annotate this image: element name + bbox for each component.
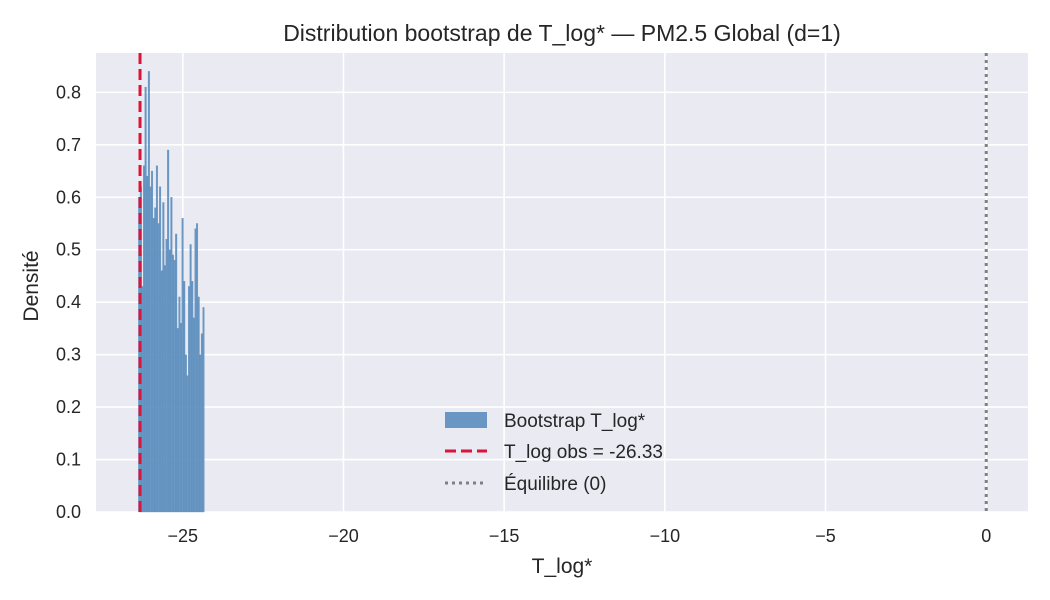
legend-label-observed: T_log obs = -26.33	[504, 442, 663, 463]
histogram-bar	[175, 233, 178, 513]
y-axis-label: Densité	[20, 250, 43, 321]
y-tick-label: 0.0	[56, 502, 81, 522]
histogram-bar	[162, 202, 165, 513]
x-axis-ticks: −25 −20 −15 −10 −5 0	[167, 526, 991, 546]
histogram-bar	[191, 281, 194, 513]
y-tick-label: 0.6	[56, 187, 81, 207]
histogram-bar	[155, 165, 158, 513]
legend-swatch-histogram	[445, 412, 487, 428]
histogram-bar	[157, 223, 160, 513]
histogram-bar	[196, 223, 199, 513]
histogram-bar	[194, 228, 197, 513]
histogram-bar	[163, 265, 166, 513]
histogram-bar	[200, 333, 203, 513]
legend-label-equilibrium: Équilibre (0)	[504, 474, 606, 495]
histogram-bar	[173, 260, 176, 513]
histogram-bar	[184, 354, 187, 513]
histogram-bar	[152, 218, 155, 513]
x-axis-label: T_log*	[532, 555, 593, 578]
x-tick-label: −5	[815, 526, 836, 546]
histogram-bar	[186, 375, 189, 513]
histogram-bar	[154, 207, 157, 513]
histogram-bar	[183, 281, 186, 513]
x-tick-label: −15	[489, 526, 520, 546]
legend: Bootstrap T_log* T_log obs = -26.33 Équi…	[445, 411, 663, 495]
y-axis-ticks: 0.0 0.1 0.2 0.3 0.4 0.5 0.6 0.7 0.8	[56, 82, 81, 522]
histogram-bar	[151, 170, 154, 513]
histogram-bar	[138, 197, 141, 513]
histogram-bar	[189, 244, 192, 513]
x-tick-label: 0	[981, 526, 991, 546]
histogram-bar	[197, 296, 200, 513]
histogram-bar	[146, 176, 149, 513]
y-tick-label: 0.5	[56, 240, 81, 260]
histogram-bar	[144, 86, 147, 513]
histogram-bars	[138, 71, 205, 513]
grid-lines	[96, 53, 1028, 513]
histogram-bar	[176, 328, 179, 513]
histogram-bar	[181, 218, 184, 513]
x-tick-label: −10	[650, 526, 681, 546]
histogram-bar	[147, 71, 150, 513]
histogram-bar	[165, 239, 168, 513]
legend-label-histogram: Bootstrap T_log*	[504, 411, 646, 432]
plot-area	[96, 53, 1028, 512]
y-tick-label: 0.2	[56, 397, 81, 417]
y-tick-label: 0.8	[56, 82, 81, 102]
histogram-bar	[159, 186, 162, 513]
histogram-bar	[149, 186, 152, 513]
histogram-bar	[170, 197, 173, 513]
histogram-bar	[178, 296, 181, 513]
x-tick-label: −20	[328, 526, 359, 546]
y-tick-label: 0.4	[56, 292, 81, 312]
histogram-bar	[168, 249, 171, 513]
chart-title: Distribution bootstrap de T_log* — PM2.5…	[283, 20, 841, 46]
histogram-bar	[160, 270, 163, 513]
histogram-bar	[199, 354, 202, 513]
histogram-bar	[188, 286, 190, 513]
y-tick-label: 0.7	[56, 135, 81, 155]
x-tick-label: −25	[167, 526, 198, 546]
histogram-bar	[143, 165, 145, 513]
histogram-bar	[141, 286, 144, 513]
histogram-bar	[202, 307, 205, 513]
y-tick-label: 0.3	[56, 345, 81, 365]
histogram-bar	[172, 254, 174, 513]
histogram-bar	[167, 149, 170, 513]
histogram-bar	[192, 317, 195, 513]
histogram-bar	[180, 323, 182, 513]
y-tick-label: 0.1	[56, 450, 81, 470]
